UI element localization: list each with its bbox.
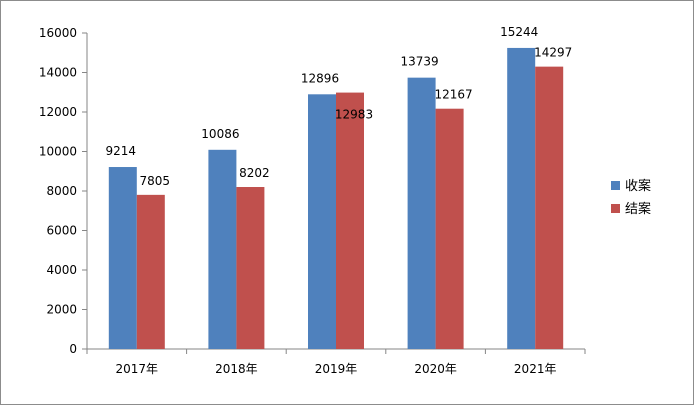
data-label: 14297 [534, 46, 572, 60]
bar [507, 47, 536, 349]
y-tick-label: 14000 [39, 66, 77, 80]
data-label: 13739 [401, 55, 439, 69]
x-tick-label: 2017年 [116, 362, 159, 376]
bar [435, 108, 464, 349]
bar [407, 77, 436, 349]
y-tick-label: 0 [69, 342, 77, 356]
bar [308, 94, 336, 349]
data-label: 9214 [106, 144, 137, 158]
bar [535, 66, 564, 349]
bar [236, 187, 265, 349]
x-tick-label: 2019年 [315, 362, 358, 376]
y-axis: 0 2000 4000 6000 8000 10000 12000 14000 16000 [39, 26, 88, 356]
data-label: 12896 [301, 71, 339, 85]
x-tick-label: 2018年 [215, 362, 258, 376]
x-axis: 2017年 2018年 2019年 2020年 2021年 [86, 348, 586, 376]
bar [336, 92, 364, 349]
data-label: 10086 [201, 127, 239, 141]
legend-label: 结案 [625, 202, 651, 217]
data-label: 7805 [140, 174, 171, 188]
y-tick-label: 10000 [39, 145, 77, 159]
legend-label: 收案 [625, 179, 651, 194]
y-tick-label: 4000 [46, 263, 77, 277]
bars [108, 47, 564, 349]
legend-swatch [611, 181, 620, 190]
bar [208, 149, 237, 349]
data-labels: 9214 10086 12896 13739 15244 7805 8202 12983 121… [106, 25, 573, 188]
legend-swatch [611, 204, 620, 213]
data-label: 12983 [335, 108, 373, 122]
data-label: 15244 [500, 25, 538, 39]
bar [108, 167, 137, 349]
y-tick-label: 8000 [46, 184, 77, 198]
y-tick-label: 16000 [39, 26, 77, 40]
y-tick-label: 12000 [39, 105, 77, 119]
bar [136, 194, 165, 349]
data-label: 12167 [435, 88, 473, 102]
data-label: 8202 [239, 166, 270, 180]
y-tick-label: 2000 [46, 303, 77, 317]
y-tick-label: 6000 [46, 224, 77, 238]
x-tick-label: 2020年 [414, 362, 457, 376]
x-tick-label: 2021年 [514, 362, 557, 376]
